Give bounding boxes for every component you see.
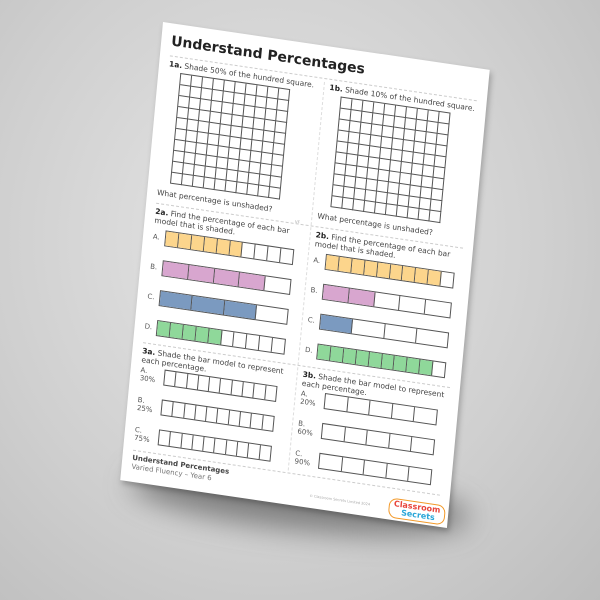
bar-models-2b: A. B. C. D. (303, 252, 458, 393)
bar-model[interactable] (161, 260, 292, 296)
bar-model-row: C. (307, 312, 452, 349)
shaded-segment[interactable] (322, 284, 350, 303)
bar-model-row: B. (149, 259, 294, 296)
bar-model[interactable] (155, 320, 286, 355)
segment[interactable] (409, 467, 432, 484)
bar-model-row: B. 60% (297, 419, 442, 456)
segment[interactable] (324, 394, 349, 412)
bar-model-row: C. (147, 288, 292, 325)
segment[interactable] (341, 457, 366, 475)
shaded-segment[interactable] (191, 295, 225, 315)
segment[interactable] (411, 437, 434, 454)
shaded-segment[interactable] (348, 288, 376, 307)
bar-model[interactable] (316, 343, 447, 379)
shaded-segment[interactable] (239, 272, 266, 291)
bar-model[interactable] (160, 399, 275, 432)
bar-label: B. 60% (297, 419, 314, 438)
segment[interactable] (386, 463, 410, 481)
segment[interactable] (321, 424, 346, 442)
grid-cell[interactable] (268, 187, 281, 200)
bar-label: C. (147, 292, 155, 302)
segment[interactable] (262, 415, 273, 430)
bar-model-row: C. 90% (294, 449, 439, 486)
segment[interactable] (425, 300, 451, 318)
bar-model[interactable] (318, 313, 450, 349)
bar-label: C. 90% (294, 449, 311, 468)
segment[interactable] (347, 397, 371, 415)
copyright: © Classroom Secrets Limited 2024 (309, 493, 371, 507)
segment[interactable] (383, 324, 418, 343)
bar-model-row: B. 25% (137, 396, 282, 433)
segment[interactable] (366, 430, 391, 448)
grid-cell[interactable] (429, 210, 442, 224)
segment[interactable] (319, 453, 343, 472)
bar-label: A. (313, 256, 321, 266)
bar-model[interactable] (320, 422, 436, 456)
bar-label: C. (307, 315, 316, 325)
shaded-segment[interactable] (159, 291, 193, 310)
segment[interactable] (265, 385, 276, 400)
bar-model[interactable] (321, 283, 452, 319)
bar-label: A. 20% (299, 389, 316, 408)
shaded-segment[interactable] (320, 314, 354, 334)
bar-models-2a: A. B. C. D. (143, 229, 298, 370)
bar-label: A. 30% (139, 366, 156, 385)
shaded-segment[interactable] (223, 300, 257, 320)
segment[interactable] (280, 248, 293, 264)
hundred-square-1a[interactable] (169, 72, 291, 200)
hundred-square-1b[interactable] (330, 96, 451, 224)
segment[interactable] (344, 427, 368, 445)
segment[interactable] (388, 433, 413, 452)
bar-label: C. 75% (133, 425, 150, 445)
bar-label: B. (149, 262, 158, 272)
segment[interactable] (272, 338, 285, 354)
segment[interactable] (441, 272, 454, 288)
segment[interactable] (373, 292, 401, 311)
bar-label: D. (304, 345, 313, 355)
segment[interactable] (399, 296, 427, 314)
bar-model-row: B. (310, 282, 455, 319)
bar-label: B. 25% (136, 395, 153, 415)
segment[interactable] (351, 319, 386, 339)
bar-label: D. (144, 322, 153, 332)
shaded-segment[interactable] (187, 265, 215, 283)
segment[interactable] (414, 407, 437, 424)
shaded-segment[interactable] (213, 268, 241, 287)
worksheet-page: Understand Percentages 1a. Shade 50% of … (120, 22, 490, 529)
bar-label: B. (310, 285, 318, 295)
bar-model[interactable] (158, 290, 289, 325)
bar-label: A. (152, 232, 161, 242)
segment[interactable] (265, 276, 291, 294)
segment[interactable] (391, 404, 416, 422)
segment[interactable] (432, 361, 445, 377)
segment[interactable] (363, 460, 388, 478)
segment[interactable] (369, 400, 394, 418)
segment[interactable] (259, 445, 270, 460)
segment[interactable] (255, 305, 287, 323)
shaded-segment[interactable] (162, 261, 190, 280)
segment[interactable] (416, 329, 448, 347)
